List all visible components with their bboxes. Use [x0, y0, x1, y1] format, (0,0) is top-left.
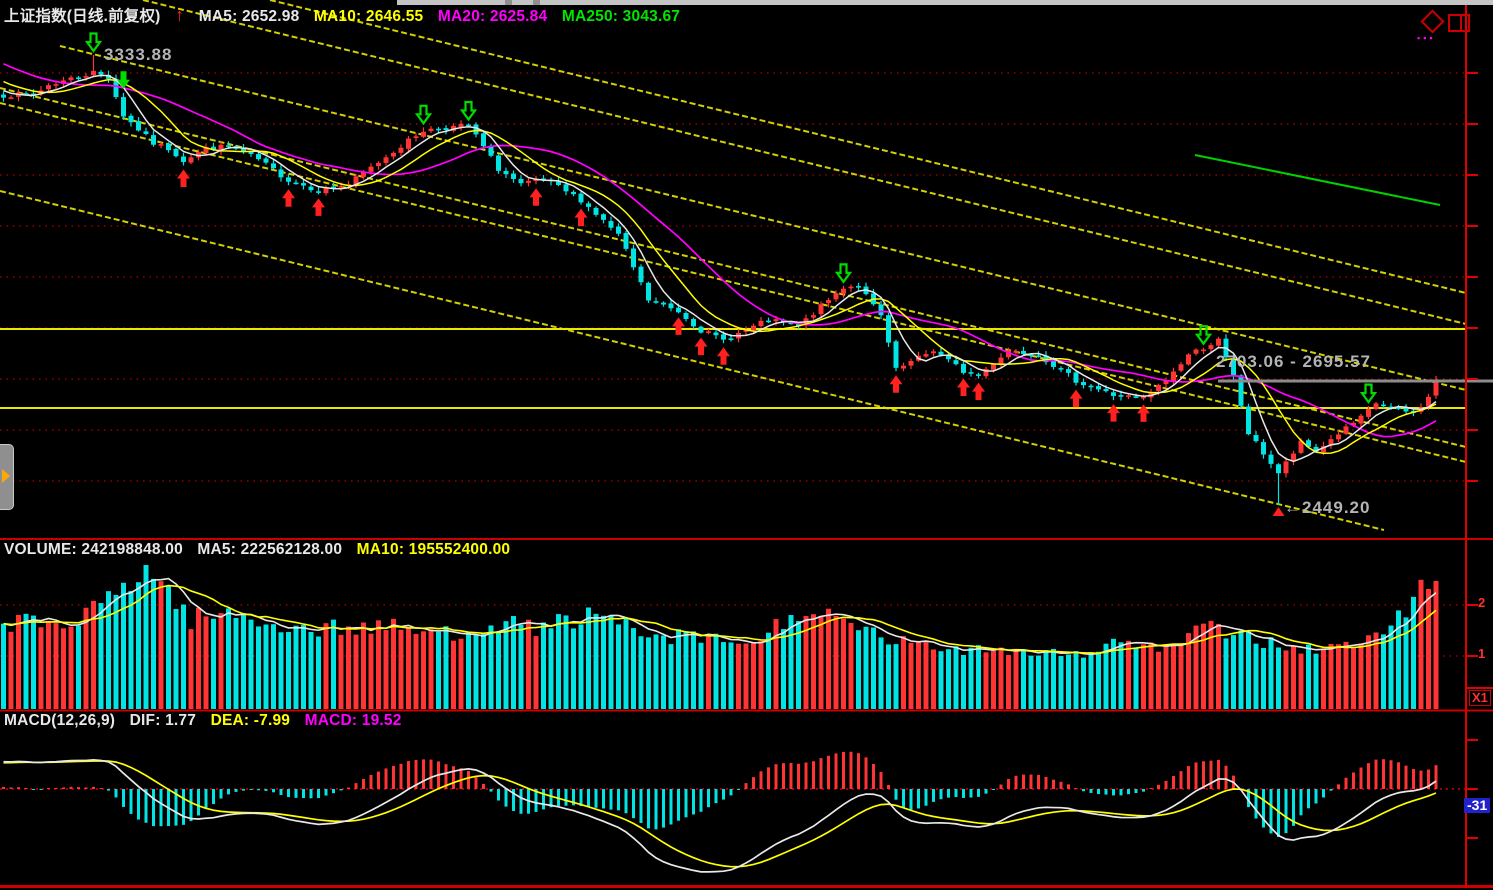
volume-value: VOLUME: 242198848.00: [4, 541, 183, 558]
macd-axis-badge: -31: [1464, 797, 1491, 814]
volume-legend: VOLUME: 242198848.00 MA5: 222562128.00 M…: [4, 541, 520, 558]
chart-title: 上证指数(日线.前复权): [4, 8, 161, 25]
expand-arrow-icon: [2, 469, 10, 483]
ma10-value: MA10: 2646.55: [313, 8, 424, 25]
up-arrow-icon: ↑: [175, 5, 185, 25]
window-edge-notch: [533, 0, 540, 5]
current-price-range-label: 2703.06 - 2695.57: [1216, 352, 1372, 371]
volume-ma10-value: MA10: 195552400.00: [356, 541, 511, 558]
window-edge-notch: [505, 0, 512, 5]
more-options-icon[interactable]: ▪▪▪: [1417, 33, 1436, 43]
macd-value: MACD: 19.52: [304, 712, 402, 729]
ma5-value: MA5: 2652.98: [198, 8, 300, 25]
volume-axis-unit: X1: [1469, 690, 1491, 707]
volume-axis-label-1: 1: [1478, 646, 1486, 661]
dea-value: DEA: -7.99: [210, 712, 291, 729]
low-price-label: ←2449.20: [1284, 498, 1371, 517]
main-chart-legend: 上证指数(日线.前复权) ↑ MA5: 2652.98 MA10: 2646.5…: [4, 5, 690, 26]
window-edge-strip: [397, 0, 1493, 5]
macd-name: MACD(12,26,9): [4, 712, 116, 729]
macd-legend: MACD(12,26,9) DIF: 1.77 DEA: -7.99 MACD:…: [4, 712, 412, 729]
volume-axis-label-2: 2: [1478, 595, 1486, 610]
dif-value: DIF: 1.77: [129, 712, 197, 729]
volume-ma5-value: MA5: 222562128.00: [197, 541, 343, 558]
ma20-value: MA20: 2625.84: [437, 8, 548, 25]
ma250-value: MA250: 3043.67: [561, 8, 681, 25]
sidebar-flyout-handle[interactable]: [0, 444, 14, 510]
tile-windows-icon[interactable]: [1448, 14, 1470, 32]
high-price-label: 3333.88: [104, 45, 173, 64]
